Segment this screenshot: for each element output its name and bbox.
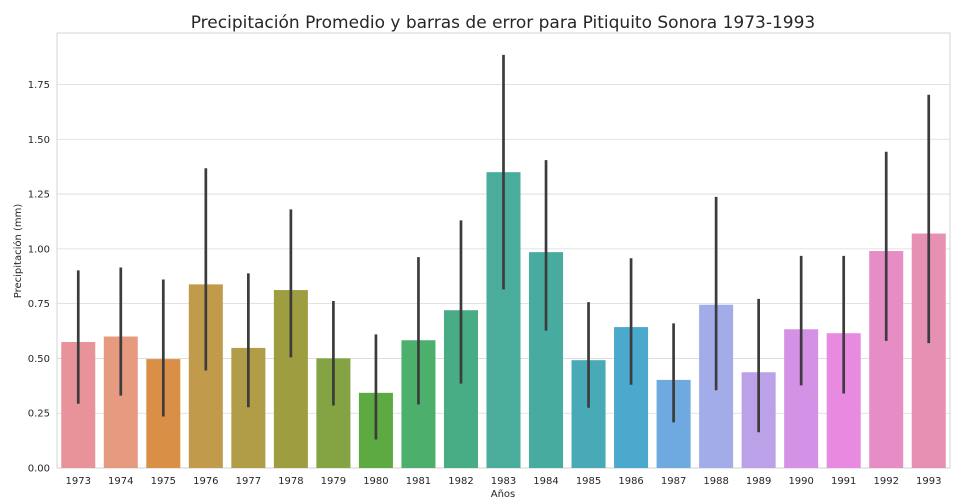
x-tick-label: 1978 [278,476,303,487]
y-tick-label: 0.25 [28,409,50,420]
x-tick-label: 1990 [788,476,813,487]
x-tick-label: 1975 [151,476,176,487]
y-tick-label: 1.25 [28,190,50,201]
y-tick-label: 0.50 [28,354,50,365]
chart-title: Precipitación Promedio y barras de error… [191,13,816,33]
y-tick-label: 1.75 [28,80,50,91]
x-tick-label: 1973 [66,476,91,487]
x-tick-label: 1991 [831,476,856,487]
y-tick-label: 0.75 [28,299,50,310]
x-tick-label: 1989 [746,476,771,487]
x-tick-label: 1987 [661,476,686,487]
error-bars [76,54,931,440]
x-tick-label: 1977 [236,476,261,487]
y-axis-label: Precipitación (mm) [12,204,24,299]
x-tick-label: 1992 [873,476,898,487]
y-tick-label: 1.50 [28,135,50,146]
y-tick-label: 0.00 [28,464,50,475]
y-tick-labels: 0.00 0.25 0.50 0.75 1.00 1.25 1.50 1.75 [28,80,50,475]
x-tick-label: 1982 [448,476,473,487]
x-tick-label: 1985 [576,476,601,487]
x-tick-label: 1984 [533,476,558,487]
x-tick-label: 1983 [491,476,516,487]
x-tick-label: 1980 [363,476,388,487]
x-tick-label: 1986 [618,476,643,487]
y-tick-label: 1.00 [28,244,50,255]
x-tick-label: 1993 [916,476,941,487]
x-axis-label: Años [491,489,516,500]
x-tick-label: 1988 [703,476,728,487]
x-tick-label: 1981 [406,476,431,487]
x-tick-labels: 1973 1974 1975 1976 1977 1978 1979 1980 1981 1982… [66,476,942,487]
x-tick-label: 1974 [108,476,133,487]
x-tick-label: 1976 [193,476,218,487]
bars [61,172,946,468]
x-tick-label: 1979 [321,476,346,487]
